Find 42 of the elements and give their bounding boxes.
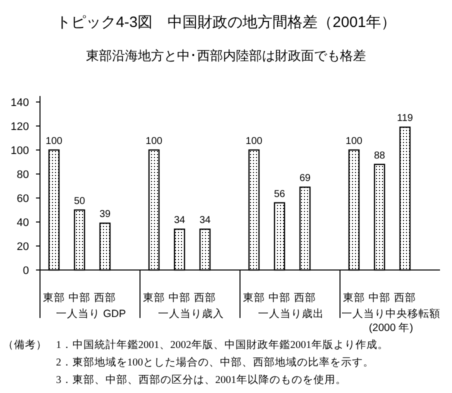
x-tick-label: 一人当り歳入 xyxy=(158,307,224,320)
data-label: 39 xyxy=(99,209,111,220)
y-tick-label: 40 xyxy=(16,217,29,229)
data-label: 100 xyxy=(146,136,163,147)
data-label: 50 xyxy=(74,196,86,207)
text: 東部 xyxy=(43,291,65,304)
text: 中部 xyxy=(368,292,390,304)
text: 中部 xyxy=(268,292,290,304)
text: （備考） xyxy=(3,338,47,351)
text: 3．東部、中部、西部の区分は、2001年以降のものを使用。 xyxy=(56,373,346,386)
data-label: 119 xyxy=(397,113,414,124)
x-tick-label: 一人当り中央移転額 (2000 年) xyxy=(342,307,440,334)
text: 東部 xyxy=(343,292,365,304)
text: 2．東部地域を100とした場合の、中部、西部地域の比率を示す。 xyxy=(56,356,374,368)
text: 西部 xyxy=(194,292,216,304)
data-label: 34 xyxy=(199,215,211,226)
y-tick-label: 140 xyxy=(10,97,29,109)
y-tick-label: 80 xyxy=(16,169,29,181)
text: 西部 xyxy=(94,291,116,304)
text: 1．中国統計年鑑2001、2002年版、中国財政年鑑2001年版より作成。 xyxy=(56,338,388,351)
text: 東部 xyxy=(143,292,165,304)
chart-subtitle: 東部沿海地方と中･西部内陸部は財政面でも格差 xyxy=(86,48,366,63)
y-tick-label: 20 xyxy=(16,241,29,253)
y-tick-label: 60 xyxy=(16,193,29,205)
text: 西部 xyxy=(394,292,416,304)
y-tick-label: 0 xyxy=(22,265,29,277)
chart-title: トピック4-3図 中国財政の地方間格差（2001年） xyxy=(56,14,396,31)
text: 西部 xyxy=(294,292,316,304)
text: 中部 xyxy=(68,291,90,304)
y-tick-label: 100 xyxy=(10,145,29,157)
data-label: 100 xyxy=(46,136,63,147)
data-label: 34 xyxy=(174,215,186,226)
data-label: 88 xyxy=(374,150,386,162)
data-label: 100 xyxy=(346,136,363,147)
text: 東部 xyxy=(243,292,265,304)
x-tick-label: 一人当り歳出 xyxy=(258,307,324,320)
text: 中部 xyxy=(168,292,190,304)
data-label: 100 xyxy=(246,136,263,147)
y-tick-label: 120 xyxy=(10,121,29,133)
data-label: 56 xyxy=(274,188,286,200)
x-tick-label: 一人当り GDP xyxy=(56,308,126,320)
data-label: 69 xyxy=(299,173,311,184)
